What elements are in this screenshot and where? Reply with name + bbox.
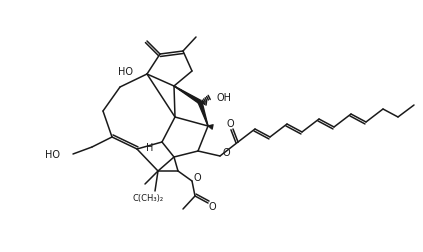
Text: C(CH₃)₂: C(CH₃)₂ [132,193,164,202]
Polygon shape [174,87,201,104]
Text: O: O [222,147,230,158]
Text: HO: HO [118,67,133,77]
Polygon shape [198,102,208,127]
Text: OH: OH [217,93,232,103]
Text: O: O [193,172,201,182]
Text: O: O [208,201,216,211]
Text: H: H [146,142,154,152]
Text: O: O [226,118,234,129]
Text: HO: HO [45,149,60,159]
